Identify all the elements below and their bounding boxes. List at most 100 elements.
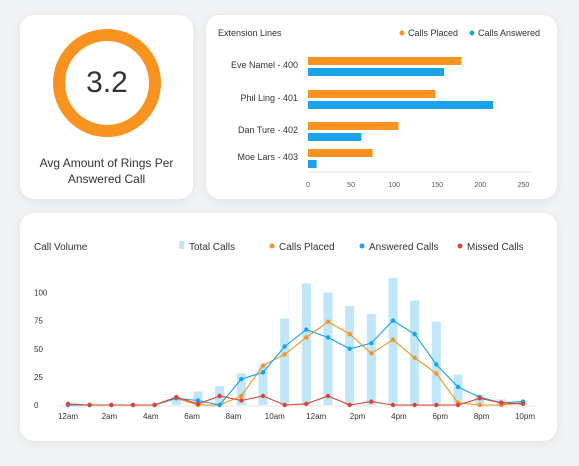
point-calls-placed [325,319,331,324]
point-answered-calls [282,344,287,349]
point-calls-placed [477,402,482,408]
point-missed-calls [477,396,482,401]
bar-calls-placed [308,57,462,65]
x-tick-label: 150 [431,182,443,189]
call-volume-card: Call Volume Total Calls Calls Placed Answer… [20,213,557,441]
point-missed-calls [260,393,266,399]
bar-total-calls [345,306,355,405]
rings-gauge-ring [53,29,161,137]
legend-swatch [399,30,405,36]
point-answered-calls [412,331,417,337]
y-tick-label: 75 [34,317,43,326]
point-missed-calls [347,402,352,408]
x-tick-label: 8pm [474,412,490,421]
point-calls-placed [347,331,352,337]
bar-total-calls [280,318,290,405]
x-tick-label: 4pm [391,412,407,421]
bar-calls-placed [308,122,399,130]
bar-calls-placed [308,90,436,98]
line-missed-calls [67,395,524,406]
bar-total-calls [171,397,181,405]
point-missed-calls [390,402,396,408]
point-missed-calls [325,393,331,399]
point-missed-calls [282,402,287,408]
y-tick-label: 100 [34,289,48,298]
legend-swatch [269,243,275,249]
x-tick-label: 2pm [350,412,366,421]
legend-label: Total Calls [189,242,235,253]
x-tick-label: 100 [388,182,400,189]
rings-gauge-arc [53,29,161,137]
x-tick-label: 2am [102,412,118,421]
point-answered-calls [455,384,461,390]
point-missed-calls [195,401,201,407]
x-tick-label: 4am [143,412,159,421]
x-tick-label: 12am [306,412,326,421]
x-tick-label: 8am [226,412,242,421]
legend-item-calls-placed[interactable]: Calls Placed [269,242,335,253]
legend-item-answered-calls[interactable]: Answered Calls [359,242,439,253]
point-calls-placed [434,371,439,376]
category-label: Eve Namel - 400 [231,60,298,70]
bar-calls-answered [308,160,317,168]
legend-label: Missed Calls [467,242,524,253]
bar-calls-answered [308,68,445,76]
bar-calls-answered [308,101,494,109]
point-calls-placed [304,335,309,340]
point-calls-placed [369,351,374,356]
point-missed-calls [304,401,309,407]
call-volume-title: Call Volume [34,242,88,253]
legend-item-missed-calls[interactable]: Missed Calls [457,242,524,253]
point-missed-calls [130,402,136,408]
bar-total-calls [193,391,203,405]
point-missed-calls [412,402,417,408]
x-tick-label: 6pm [432,412,448,421]
bar-total-calls [366,313,376,405]
extension-lines-card: Extension Lines Calls Placed Calls Answere… [206,15,557,199]
point-answered-calls [195,398,201,403]
point-answered-calls [369,340,374,346]
legend-item-total-calls[interactable]: Total Calls [179,241,235,253]
point-calls-placed [282,352,287,357]
x-tick-label: 0 [306,182,310,189]
call-volume-chart: Call Volume Total Calls Calls Placed Answer… [34,241,535,421]
point-answered-calls [239,376,244,382]
y-tick-label: 0 [34,401,39,410]
point-missed-calls [499,400,504,405]
category-label: Moe Lars - 403 [237,152,298,162]
point-calls-placed [390,337,396,342]
extension-lines-chart: Extension Lines Calls Placed Calls Answere… [218,28,541,189]
category-label: Phil Ling - 401 [240,93,298,103]
rings-gauge: 3.2 [51,27,163,139]
y-tick-label: 25 [34,373,43,382]
legend-label: Answered Calls [369,242,438,253]
point-answered-calls [304,327,309,332]
bar-calls-answered [308,133,362,141]
rings-card: 3.2 Avg Amount of Rings Per Answered Cal… [20,15,193,199]
point-calls-placed [260,363,266,368]
bar-calls-placed [308,149,373,157]
point-calls-placed [239,393,244,399]
point-missed-calls [152,402,157,408]
x-tick-label: 50 [347,182,355,189]
bar-total-calls [323,292,333,405]
point-missed-calls [520,401,526,407]
legend-item-calls-placed[interactable]: Calls Placed [399,28,459,38]
x-tick-label: 10pm [515,412,535,421]
legend-swatch [359,243,365,249]
legend-item-calls-answered[interactable]: Calls Answered [469,28,541,38]
legend-swatch [469,30,475,36]
point-answered-calls [390,318,396,323]
point-missed-calls [87,402,92,408]
point-answered-calls [217,402,222,408]
point-missed-calls [239,398,244,403]
rings-caption: Avg Amount of Rings Per Answered Call [39,156,174,186]
rings-value: 3.2 [86,66,128,99]
bar-total-calls [258,365,268,405]
extension-lines-title: Extension Lines [218,28,282,38]
legend-label: Calls Placed [279,242,335,253]
legend-swatch [457,243,463,249]
point-missed-calls [369,399,374,404]
x-tick-label: 250 [518,182,530,189]
x-tick-label: 10am [265,412,285,421]
